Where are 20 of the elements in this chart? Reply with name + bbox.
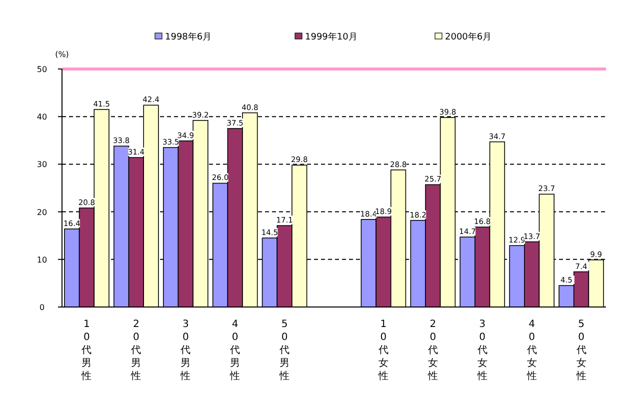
x-tick-label: 10代女性 — [377, 319, 388, 382]
x-tick-label: 50代女性 — [575, 319, 586, 382]
legend-label: 1998年6月 — [165, 32, 212, 42]
x-tick-label: 50代男性 — [278, 319, 290, 382]
legend-label: 2000年6月 — [445, 32, 492, 42]
y-tick-label: 0 — [39, 303, 45, 312]
x-tick-label: 20代女性 — [426, 319, 438, 382]
x-tick-label: 20代男性 — [130, 319, 142, 382]
legend-label: 1999年10月 — [305, 32, 358, 42]
y-tick-label: 30 — [36, 160, 48, 170]
x-tick-label: 40代男性 — [229, 319, 240, 382]
y-tick-label: 50 — [36, 65, 48, 74]
y-tick-label: 10 — [36, 255, 48, 264]
x-tick-label: 30代男性 — [180, 319, 191, 382]
x-tick-label: 30代女性 — [476, 319, 488, 382]
y-axis-title: (%) — [55, 50, 69, 59]
y-tick-label: 40 — [36, 112, 48, 122]
y-tick-label: 20 — [36, 208, 48, 217]
x-tick-label: 40代女性 — [526, 319, 537, 382]
x-tick-label: 10代男性 — [80, 319, 92, 382]
